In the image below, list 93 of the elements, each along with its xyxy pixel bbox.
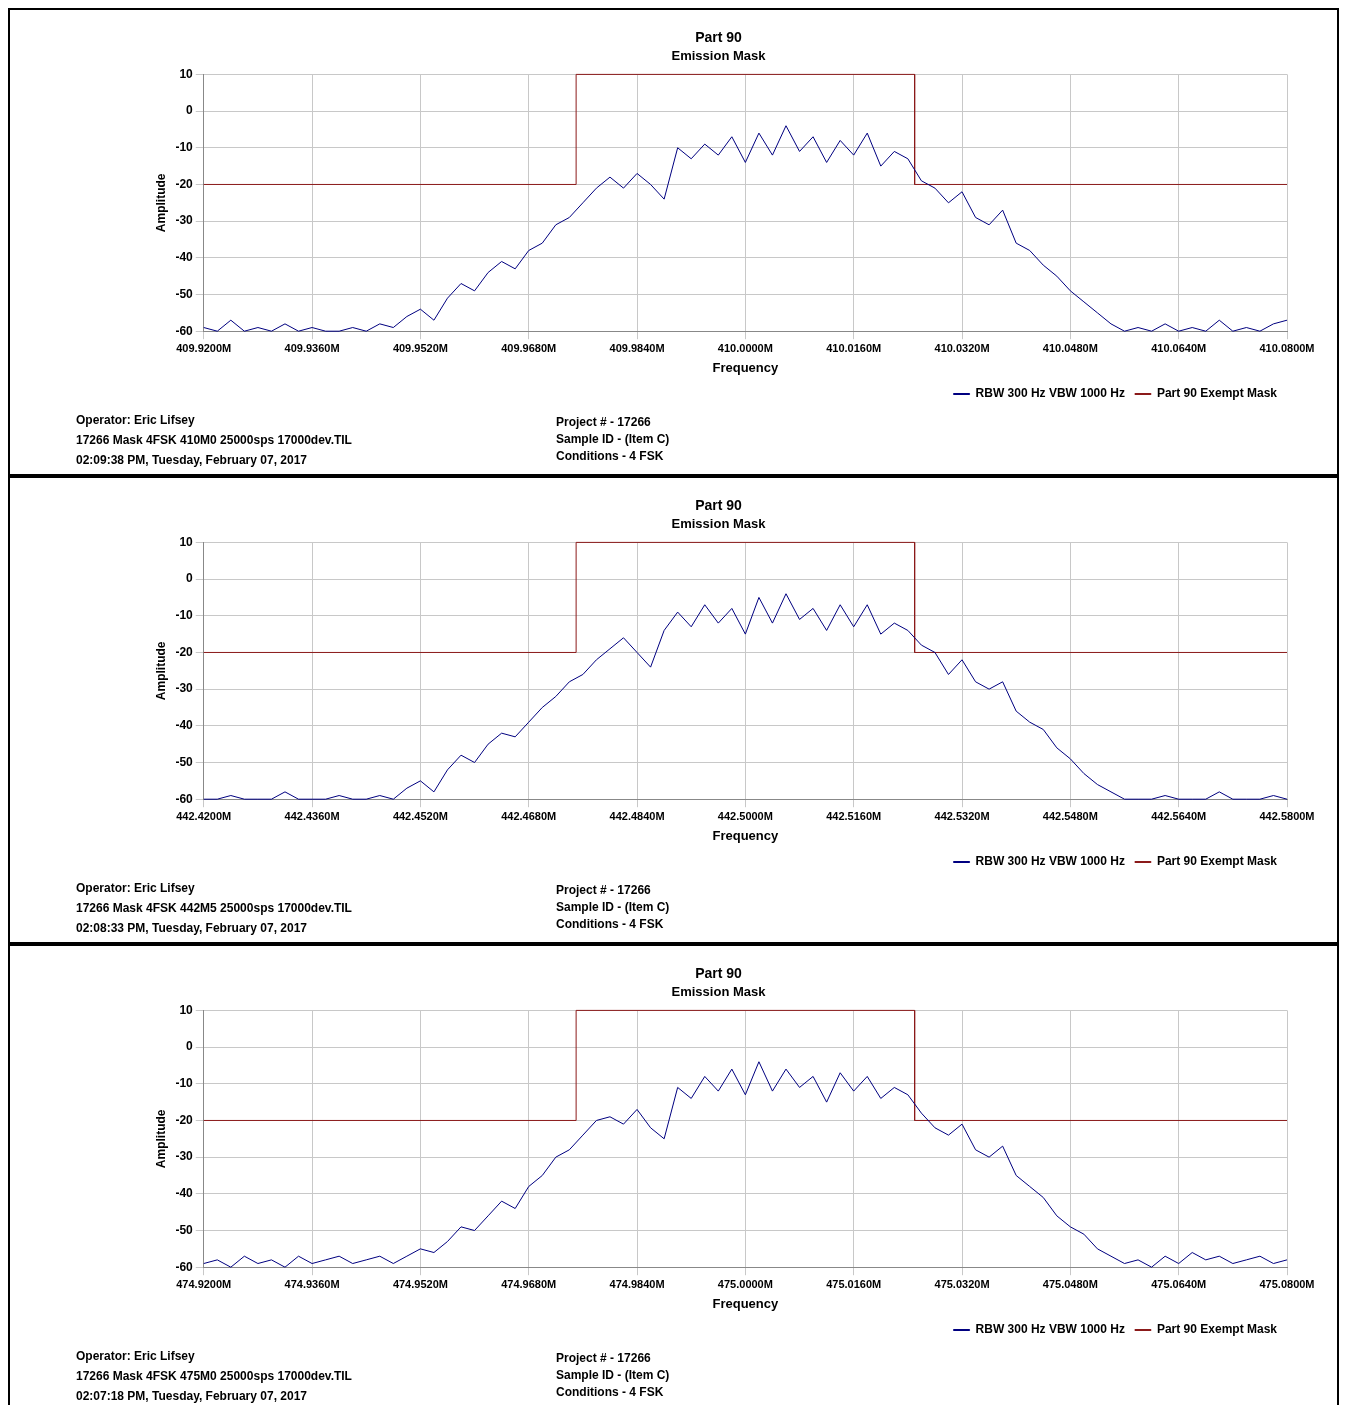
text: 17266 Mask 4FSK 475M0 25000sps 17000dev.TIL [76,1368,353,1385]
y-tick-label: 0 [186,1039,194,1054]
y-tick-label: -20 [175,176,194,191]
y-tick-label: 0 [186,103,194,118]
text: 17266 Mask 4FSK 442M5 25000sps 17000dev.TIL [76,900,353,917]
x-tick-label: 475.0000M [717,1277,773,1290]
legend-label: Part 90 Exempt Mask [1156,386,1278,401]
text: Project # - 17266 [556,414,652,431]
legend-label: Part 90 Exempt Mask [1156,854,1278,869]
x-tick-label: 409.9200M [176,341,232,354]
y-tick-label: -50 [175,754,194,769]
y-tick-label: -60 [175,1259,194,1274]
x-tick-label: 410.0640M [1151,341,1207,354]
y-tick-label: -10 [175,608,194,623]
text: Sample ID - (Item C) [556,1367,670,1384]
text: 02:07:18 PM, Tuesday, February 07, 2017 [76,1388,308,1405]
y-tick-label: 0 [186,571,194,586]
x-axis-title: Frequency [712,359,780,375]
text: Sample ID - (Item C) [556,431,670,448]
x-tick-label: 475.0480M [1042,1277,1098,1290]
text: 02:08:33 PM, Tuesday, February 07, 2017 [76,920,308,937]
x-tick-label: 442.4840M [609,809,665,822]
y-tick-label: -40 [175,1186,194,1201]
x-tick-label: 442.4520M [392,809,448,822]
text: Sample ID - (Item C) [556,899,670,916]
text: 02:09:38 PM, Tuesday, February 07, 2017 [76,452,308,469]
x-tick-label: 474.9520M [392,1277,448,1290]
chart-subtitle: Emission Mask [671,48,767,64]
text: Conditions - 4 FSK [556,1384,665,1401]
chart-title: Part 90 [695,497,743,514]
legend-label: RBW 300 Hz VBW 1000 Hz [975,854,1125,869]
y-tick-label: -60 [175,791,194,806]
x-tick-label: 442.4360M [284,809,340,822]
y-tick-label: -50 [175,1222,194,1237]
text: Conditions - 4 FSK [556,916,665,933]
y-axis-title: Amplitude [153,173,168,233]
y-tick-label: 10 [179,66,194,81]
x-tick-label: 442.5000M [717,809,773,822]
x-tick-label: 442.5640M [1151,809,1207,822]
x-tick-label: 409.9520M [392,341,448,354]
y-tick-label: -40 [175,718,194,733]
y-tick-label: -30 [175,1149,194,1164]
x-axis-title: Frequency [712,1295,780,1311]
x-tick-label: 475.0800M [1259,1277,1315,1290]
x-tick-label: 442.4680M [501,809,557,822]
x-tick-label: 410.0320M [934,341,990,354]
x-tick-label: 410.0800M [1259,341,1315,354]
y-tick-label: -30 [175,213,194,228]
x-tick-label: 475.0160M [826,1277,882,1290]
x-tick-label: 442.5800M [1259,809,1315,822]
x-tick-label: 409.9360M [284,341,340,354]
text: Operator: Eric Lifsey [76,412,196,429]
legend-label: RBW 300 Hz VBW 1000 Hz [975,386,1125,401]
y-tick-label: 10 [179,534,194,549]
x-tick-label: 410.0160M [826,341,882,354]
legend-label: RBW 300 Hz VBW 1000 Hz [975,1322,1125,1337]
x-tick-label: 474.9200M [176,1277,232,1290]
x-tick-label: 475.0640M [1151,1277,1207,1290]
y-tick-label: 10 [179,1002,194,1017]
legend-label: Part 90 Exempt Mask [1156,1322,1278,1337]
x-tick-label: 442.4200M [176,809,232,822]
y-axis-title: Amplitude [153,1109,168,1169]
y-tick-label: -10 [175,140,194,155]
chart-title: Part 90 [695,29,743,46]
x-tick-label: 442.5480M [1042,809,1098,822]
chart-subtitle: Emission Mask [671,516,767,532]
text: 17266 Mask 4FSK 410M0 25000sps 17000dev.TIL [76,432,353,449]
y-tick-label: -30 [175,681,194,696]
x-tick-label: 409.9680M [501,341,557,354]
x-tick-label: 442.5320M [934,809,990,822]
x-tick-label: 474.9680M [501,1277,557,1290]
x-tick-label: 442.5160M [826,809,882,822]
x-tick-label: 410.0480M [1042,341,1098,354]
chart-subtitle: Emission Mask [671,984,767,1000]
text: Operator: Eric Lifsey [76,880,196,897]
text: Operator: Eric Lifsey [76,1348,196,1365]
text: Conditions - 4 FSK [556,448,665,465]
text: Project # - 17266 [556,882,652,899]
chart-title: Part 90 [695,965,743,982]
x-tick-label: 474.9360M [284,1277,340,1290]
y-tick-label: -50 [175,286,194,301]
x-tick-label: 409.9840M [609,341,665,354]
y-tick-label: -40 [175,250,194,265]
x-tick-label: 475.0320M [934,1277,990,1290]
y-axis-title: Amplitude [153,641,168,701]
y-tick-label: -20 [175,644,194,659]
x-tick-label: 410.0000M [717,341,773,354]
text: Project # - 17266 [556,1350,652,1367]
x-axis-title: Frequency [712,827,780,843]
x-tick-label: 474.9840M [609,1277,665,1290]
y-tick-label: -20 [175,1112,194,1127]
y-tick-label: -60 [175,323,194,338]
y-tick-label: -10 [175,1076,194,1091]
